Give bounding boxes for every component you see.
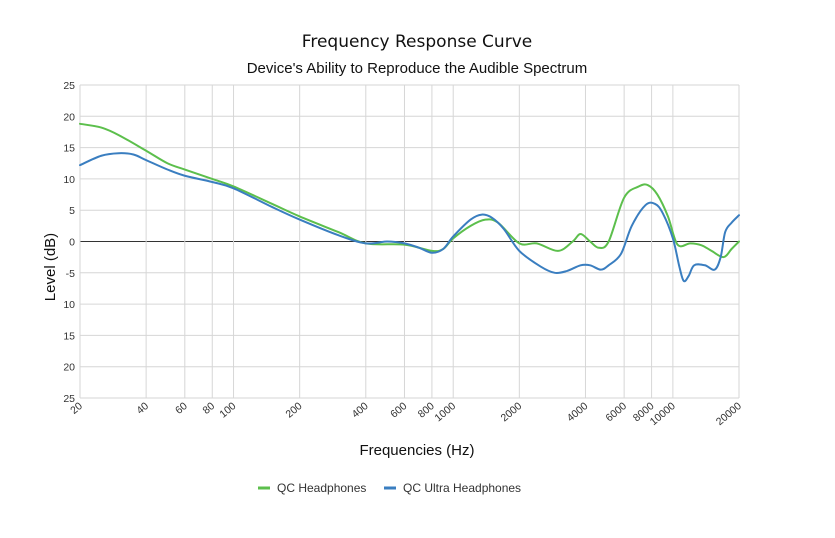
x-tick-label: 2000 xyxy=(499,400,525,424)
y-axis-label: Level (dB) xyxy=(42,233,59,301)
x-tick-label: 20000 xyxy=(714,400,744,428)
x-tick-label: 60 xyxy=(173,400,190,417)
y-tick-label: 20 xyxy=(63,111,75,123)
y-tick-label: 25 xyxy=(63,393,75,405)
grid xyxy=(79,84,740,399)
y-tick-label: 15 xyxy=(63,330,75,342)
x-tick-label: 80 xyxy=(201,400,218,417)
y-tick-label: 25 xyxy=(63,80,75,92)
y-tick-label: -5 xyxy=(66,268,75,280)
y-tick-label: 10 xyxy=(63,174,75,186)
series-lines xyxy=(79,122,740,283)
chart-title: Frequency Response Curve xyxy=(302,32,532,52)
series-line-qc-ultra-headphones xyxy=(79,152,740,283)
y-tick-label: 0 xyxy=(69,237,75,249)
y-tick-label: 20 xyxy=(63,362,75,374)
x-axis-label: Frequencies (Hz) xyxy=(359,442,474,459)
x-tick-label: 100 xyxy=(217,400,238,421)
chart-subtitle: Device's Ability to Reproduce the Audibl… xyxy=(247,60,588,77)
y-tick-label: 10 xyxy=(63,299,75,311)
x-tick-label: 1000 xyxy=(433,400,459,424)
y-axis-ticks: 25 20 15 10 5 0 -5 10 15 20 25 xyxy=(63,80,75,405)
series-line-qc-headphones xyxy=(79,122,740,259)
x-tick-label: 6000 xyxy=(603,400,629,424)
x-tick-label: 40 xyxy=(134,400,151,417)
x-tick-label: 400 xyxy=(350,400,371,421)
x-tick-label: 200 xyxy=(283,400,304,421)
legend-label: QC Headphones xyxy=(277,481,366,495)
x-tick-label: 4000 xyxy=(565,400,591,424)
legend: QC Headphones QC Ultra Headphones xyxy=(258,481,521,495)
y-tick-label: 5 xyxy=(69,205,75,217)
legend-label: QC Ultra Headphones xyxy=(403,481,521,495)
y-tick-label: 15 xyxy=(63,143,75,155)
x-tick-label: 600 xyxy=(388,400,409,421)
